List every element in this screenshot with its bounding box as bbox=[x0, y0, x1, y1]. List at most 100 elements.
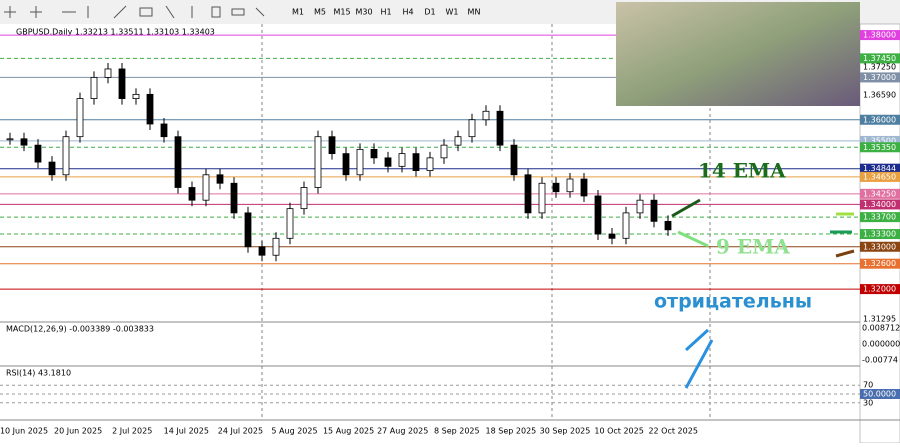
price-label-box bbox=[860, 171, 900, 182]
price-label-box bbox=[860, 284, 900, 295]
candle bbox=[580, 178, 588, 197]
candle bbox=[314, 136, 322, 188]
candle bbox=[118, 68, 126, 99]
candle bbox=[384, 157, 392, 167]
date-label: 8 Sep 2025 bbox=[434, 427, 480, 436]
candle bbox=[454, 136, 462, 146]
candle bbox=[216, 174, 224, 184]
candle bbox=[370, 148, 378, 159]
price-label: 1.34250 bbox=[863, 189, 896, 198]
macd-tick: 0.000000 bbox=[862, 340, 900, 349]
price-label: 1.32600 bbox=[863, 259, 896, 268]
price-label: 1.37450 bbox=[863, 54, 896, 63]
candle bbox=[482, 110, 490, 121]
candle bbox=[132, 93, 140, 99]
candle bbox=[356, 148, 364, 176]
candle bbox=[174, 136, 182, 188]
macd-tick: -0.00774 bbox=[862, 356, 898, 365]
timeframe-button[interactable]: M1 bbox=[292, 8, 304, 17]
candle bbox=[258, 246, 266, 256]
candle bbox=[160, 123, 168, 138]
candle bbox=[244, 212, 252, 248]
candle bbox=[230, 182, 238, 214]
price-label: 1.38000 bbox=[863, 31, 896, 40]
candle bbox=[76, 98, 84, 138]
timeframe-button[interactable]: D1 bbox=[424, 8, 435, 17]
candle bbox=[188, 187, 196, 201]
price-label: 1.31295 bbox=[863, 314, 896, 323]
price-label-box bbox=[860, 229, 900, 240]
candle bbox=[636, 199, 644, 214]
timeframe-button[interactable]: W1 bbox=[446, 8, 459, 17]
price-label-box bbox=[860, 142, 900, 153]
candle bbox=[468, 119, 476, 138]
price-label-box bbox=[860, 258, 900, 269]
timeframe-button[interactable]: H1 bbox=[380, 8, 391, 17]
price-label: 1.34000 bbox=[863, 200, 896, 209]
date-label: 24 Jul 2025 bbox=[218, 427, 263, 436]
date-label: 5 Aug 2025 bbox=[271, 427, 317, 436]
candle bbox=[608, 233, 616, 239]
price-label-box bbox=[860, 114, 900, 125]
macd-label: MACD(12,26,9) -0.003389 -0.003833 bbox=[6, 325, 154, 334]
candle bbox=[6, 138, 14, 141]
candle bbox=[104, 68, 112, 78]
date-label: 2 Jul 2025 bbox=[112, 427, 152, 436]
rsi-tick: 50.0000 bbox=[863, 390, 896, 399]
price-label: 1.37000 bbox=[863, 73, 896, 82]
timeframe-button[interactable]: M15 bbox=[333, 8, 350, 17]
photo-banknotes bbox=[616, 2, 860, 106]
price-label-box bbox=[860, 30, 900, 41]
candle bbox=[412, 153, 420, 171]
price-label: 1.37250 bbox=[863, 62, 896, 71]
price-label-box bbox=[860, 72, 900, 83]
candle bbox=[62, 136, 70, 176]
candle bbox=[286, 208, 294, 239]
price-label-box bbox=[860, 199, 900, 210]
timeframe-button[interactable]: H4 bbox=[402, 8, 413, 17]
candle bbox=[34, 144, 42, 163]
candle bbox=[48, 161, 56, 176]
date-label: 22 Oct 2025 bbox=[648, 427, 697, 436]
date-label: 10 Jun 2025 bbox=[0, 427, 48, 436]
rsi-label: RSI(14) 43.1810 bbox=[6, 369, 71, 378]
price-label: 1.34650 bbox=[863, 172, 896, 181]
timeframe-button[interactable]: M30 bbox=[355, 8, 372, 17]
candle bbox=[342, 153, 350, 176]
price-label: 1.32000 bbox=[863, 285, 896, 294]
candle bbox=[398, 153, 406, 167]
candle bbox=[510, 144, 518, 176]
date-label: 20 Jun 2025 bbox=[54, 427, 102, 436]
candle bbox=[664, 220, 672, 231]
candle bbox=[328, 136, 336, 155]
price-label-box bbox=[860, 241, 900, 252]
price-label-box bbox=[860, 135, 900, 146]
candle bbox=[622, 212, 630, 239]
price-label-box bbox=[860, 53, 900, 64]
date-label: 14 Jul 2025 bbox=[164, 427, 209, 436]
candle bbox=[552, 182, 560, 193]
price-label: 1.36590 bbox=[863, 90, 896, 99]
price-label-box bbox=[860, 212, 900, 223]
candle bbox=[272, 237, 280, 256]
macd-tick: 0.008712 bbox=[862, 324, 900, 333]
annotation: отрицательны bbox=[654, 291, 812, 313]
rsi-box bbox=[860, 389, 900, 399]
annotation: 9 EMA bbox=[716, 235, 790, 259]
date-label: 18 Sep 2025 bbox=[486, 427, 537, 436]
arrows bbox=[671, 198, 855, 389]
candle bbox=[426, 157, 434, 171]
price-label-box bbox=[860, 163, 900, 174]
candle bbox=[440, 144, 448, 159]
date-label: 30 Sep 2025 bbox=[540, 427, 591, 436]
tool-icons bbox=[4, 5, 265, 19]
candle bbox=[650, 199, 658, 222]
candle bbox=[90, 77, 98, 99]
timeframe-button[interactable]: M5 bbox=[314, 8, 326, 17]
rsi-tick: 30 bbox=[863, 398, 873, 407]
candle bbox=[20, 138, 28, 146]
price-label: 1.33300 bbox=[863, 230, 896, 239]
price-label-box bbox=[860, 188, 900, 199]
timeframe-button[interactable]: MN bbox=[468, 8, 481, 17]
